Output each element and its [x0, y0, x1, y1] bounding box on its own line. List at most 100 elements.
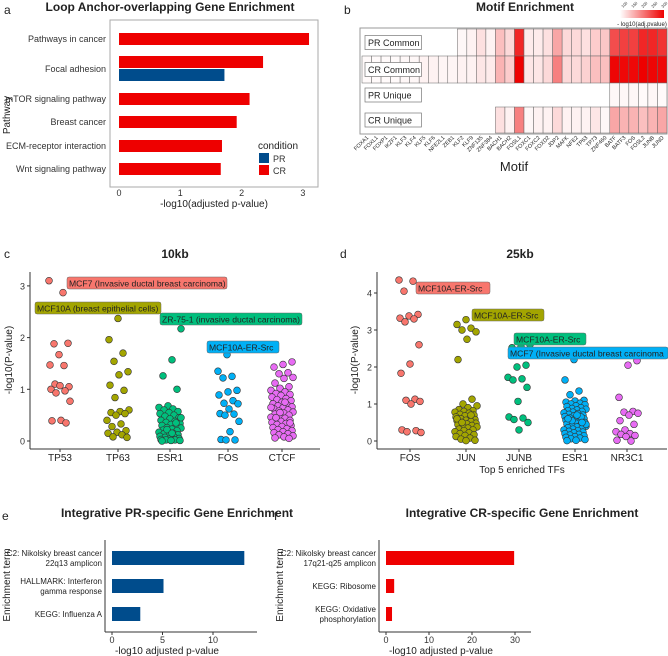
heatmap-cell: [638, 55, 649, 84]
legend-title: - log10(adj.pvalue): [617, 22, 667, 28]
row-label-box: [364, 87, 422, 103]
x-tick-label: 3: [300, 188, 305, 198]
data-point: [458, 326, 466, 334]
category-label: C2: Nikolsky breast cancer: [281, 549, 376, 558]
y-tick-label: 2: [20, 333, 25, 343]
heatmap-cell: [600, 106, 611, 134]
heatmap-cell: [580, 106, 591, 134]
data-point: [177, 325, 185, 333]
data-point: [631, 431, 639, 440]
heatmap-cell: [542, 28, 553, 57]
annotation-box: [507, 346, 668, 360]
data-point: [45, 277, 53, 285]
y-tick-label: 1: [20, 385, 25, 395]
heatmap-cell: [590, 106, 601, 134]
legend-tick: 100: [620, 0, 629, 9]
data-point: [515, 426, 523, 434]
heatmap-cell: [628, 28, 639, 57]
bar: [112, 551, 245, 565]
data-point: [225, 405, 233, 413]
data-point: [510, 415, 518, 424]
panel-label-e: e: [2, 509, 9, 523]
data-point: [105, 335, 113, 344]
heatmap-cell: [466, 55, 477, 84]
heatmap-cell: [514, 106, 525, 134]
data-point: [286, 419, 294, 427]
data-point: [634, 409, 642, 417]
color-legend-bar: [620, 10, 664, 18]
category-label: Pathways in cancer: [28, 34, 106, 44]
data-point: [224, 388, 232, 396]
x-tick-label: 10: [208, 635, 218, 645]
annotation-label: MCF7 (Invasive ductal breast carcinoma: [510, 349, 664, 359]
y-tick-label: 0: [367, 437, 372, 447]
category-label: Breast cancer: [50, 117, 106, 127]
data-point: [271, 434, 279, 442]
heatmap-cell: [580, 55, 591, 84]
bar-PR: [119, 69, 225, 81]
x-tick-label: TP53: [48, 453, 72, 464]
data-point: [267, 403, 275, 412]
heatmap-cell: [638, 28, 649, 57]
heatmap-cell: [552, 55, 563, 84]
data-point: [563, 436, 571, 445]
data-point: [123, 433, 131, 442]
data-point: [110, 357, 118, 366]
data-point: [630, 420, 638, 429]
data-point: [230, 410, 238, 418]
x-tick-label: JUN: [456, 453, 475, 464]
data-point: [396, 314, 404, 322]
data-point: [233, 386, 241, 395]
data-point: [522, 361, 530, 369]
data-point: [581, 435, 589, 444]
data-point: [231, 436, 239, 444]
y-tick-label: 3: [367, 326, 372, 336]
heatmap-cell: [495, 55, 506, 84]
data-point: [115, 371, 123, 379]
data-point: [173, 385, 181, 393]
y-tick-label: 2: [367, 363, 372, 373]
panel-label-f: f: [274, 509, 278, 523]
heatmap-cell: [552, 28, 563, 57]
data-point: [453, 415, 461, 423]
data-point: [276, 408, 284, 417]
data-point: [415, 341, 423, 349]
heatmap-cell: [457, 55, 468, 84]
row-label: CR Unique: [368, 116, 412, 126]
data-point: [103, 416, 111, 425]
category-label: HALLMARK: Interferon: [20, 577, 102, 586]
data-point: [159, 372, 167, 380]
data-point: [66, 397, 74, 405]
data-point: [109, 433, 117, 441]
x-tick-label: JUNB: [506, 453, 532, 464]
heatmap-cell: [485, 28, 496, 57]
heatmap-cell: [619, 28, 630, 57]
heatmap-cell: [580, 28, 591, 57]
data-point: [117, 420, 125, 428]
x-axis-label: Top 5 enriched TFs: [479, 465, 564, 476]
category-label: Focal adhesion: [45, 64, 106, 74]
category-label: phosphorylation: [320, 615, 376, 624]
annotation-box: [159, 312, 303, 326]
data-point: [50, 340, 58, 348]
data-point: [403, 428, 411, 436]
heatmap-cell: [504, 28, 515, 57]
data-point: [471, 436, 479, 444]
annotation-box: [34, 301, 162, 315]
heatmap-cell: [609, 55, 620, 84]
data-point: [578, 418, 586, 427]
heatmap-cell: [542, 106, 553, 134]
data-point: [270, 363, 278, 371]
data-point: [566, 391, 574, 399]
data-point: [454, 355, 462, 364]
data-point: [168, 429, 176, 437]
x-tick-label: NR3C1: [611, 453, 644, 464]
bar-CR: [119, 163, 221, 175]
data-point: [627, 437, 635, 445]
data-point: [61, 387, 69, 395]
data-point: [226, 427, 234, 436]
annotation-label: ZR-75-1 (invasive ductal carcinoma): [162, 315, 300, 325]
data-point: [401, 318, 409, 326]
annotation-box: [471, 308, 545, 322]
annotation-box: [66, 276, 228, 290]
